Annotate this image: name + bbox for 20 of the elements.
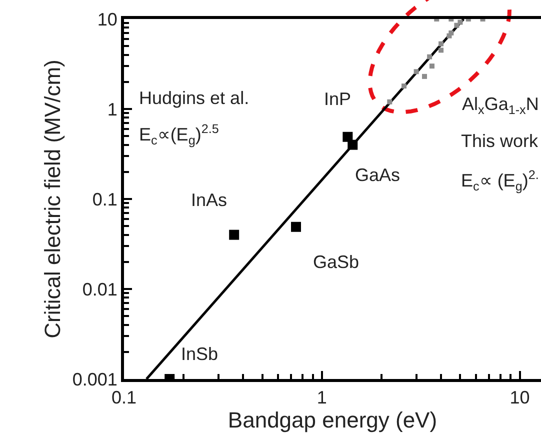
y-tick-label: 10 — [97, 9, 118, 30]
x-tick-label: 1 — [316, 388, 327, 408]
y-axis-title: Critical electric field (MV/cm) — [40, 60, 66, 338]
annotation: GaAs — [355, 165, 400, 185]
x-axis-title: Bandgap energy (eV) — [228, 408, 438, 433]
annotation: InSb — [181, 344, 218, 364]
annotation: This work — [461, 131, 540, 151]
annotation: E$_{c}$∝ (E$_{g}$)$^{2.}$ — [461, 168, 539, 194]
x-tick-label: 10 — [510, 388, 530, 408]
y-tick-label: 0.001 — [72, 369, 118, 390]
annotation: GaSb — [313, 252, 360, 272]
x-tick-label: 0.1 — [111, 388, 137, 408]
annotation: InAs — [191, 190, 228, 210]
annotation: E$_{c}$∝(E$_{g}$)$^{2.5}$ — [139, 122, 219, 148]
annotation: Al$_{x}$Ga$_{1-x}$N — [462, 94, 539, 117]
y-tick-label: 0.01 — [82, 279, 118, 300]
y-tick-label: 1 — [107, 99, 118, 120]
annotation: Hudgins et al. — [139, 88, 250, 108]
y-tick-label: 0.1 — [92, 189, 118, 210]
annotation: InP — [324, 89, 352, 109]
